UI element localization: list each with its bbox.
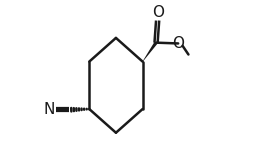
Polygon shape: [142, 42, 157, 62]
Text: O: O: [152, 5, 164, 20]
Text: O: O: [172, 36, 184, 51]
Text: N: N: [44, 102, 55, 117]
